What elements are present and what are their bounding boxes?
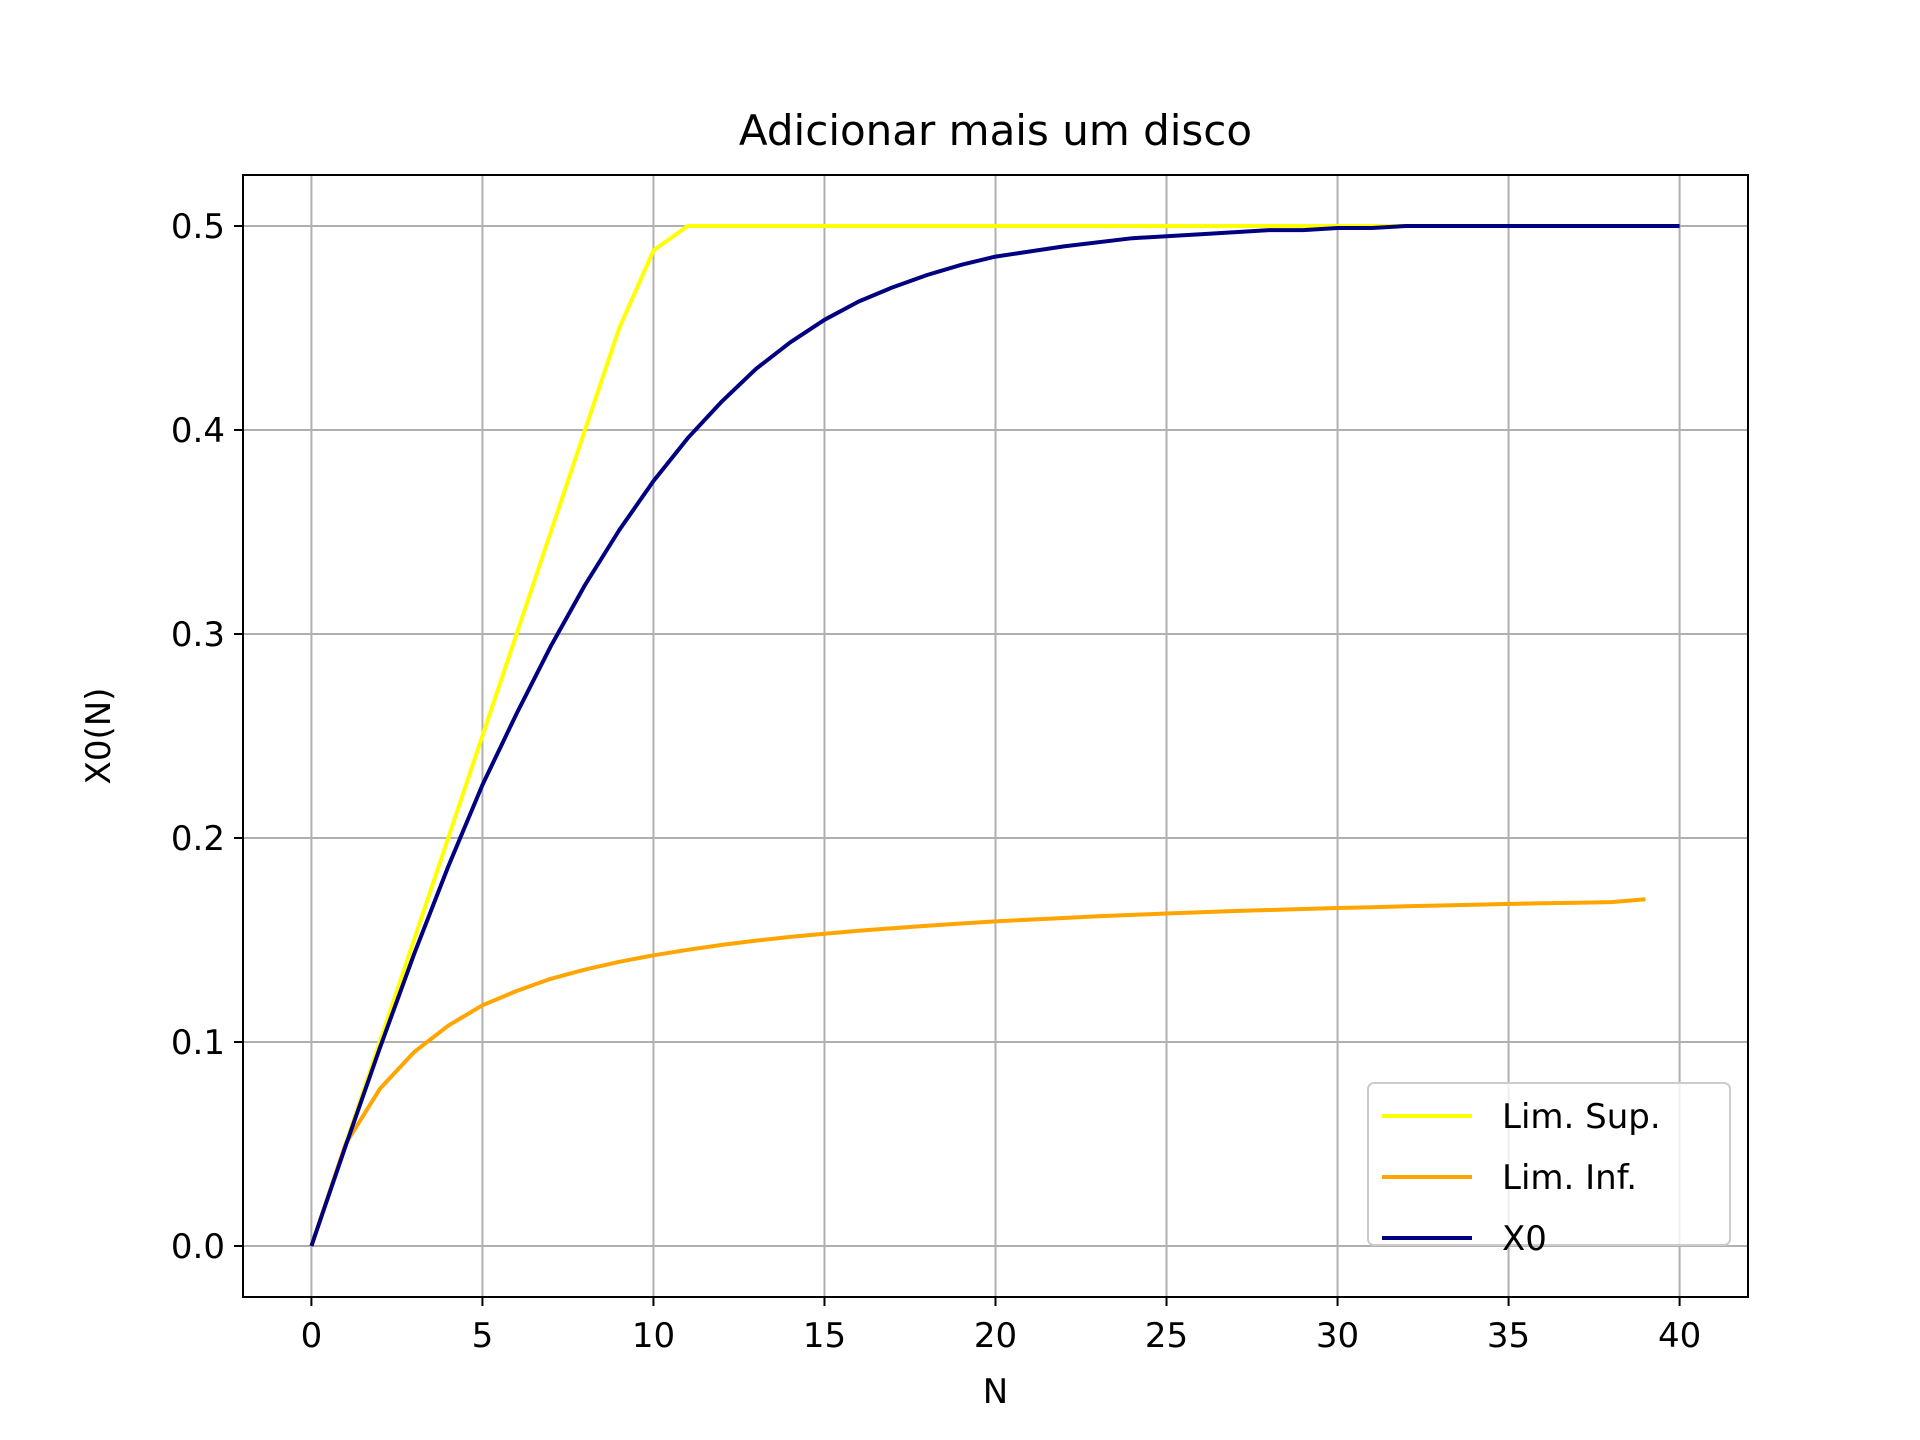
y-axis-label: X0(N) <box>79 688 119 785</box>
x-tick-label: 15 <box>803 1316 846 1356</box>
x-tick-label: 0 <box>301 1316 323 1356</box>
series-lines <box>309 224 1680 1247</box>
chart-title: Adicionar mais um disco <box>739 106 1252 155</box>
series-line-lim-sup <box>309 224 1680 1247</box>
legend-label: X0 <box>1502 1219 1547 1259</box>
axis-ticks: 0 5 10 15 20 25 30 35 40 0.0 0.1 0.2 0.3 0.4 0.5 <box>171 207 1701 1356</box>
legend-label: Lim. Inf. <box>1502 1158 1637 1198</box>
y-tick-label: 0.3 <box>171 615 225 655</box>
x-tick-label: 5 <box>472 1316 494 1356</box>
x-tick-label: 35 <box>1487 1316 1530 1356</box>
y-tick-label: 0.5 <box>171 207 225 247</box>
legend-label: Lim. Sup. <box>1502 1097 1661 1137</box>
x-tick-label: 30 <box>1316 1316 1359 1356</box>
series-line-x0 <box>309 224 1680 1247</box>
x-tick-label: 25 <box>1145 1316 1188 1356</box>
y-tick-label: 0.4 <box>171 411 225 451</box>
x-tick-label: 10 <box>632 1316 675 1356</box>
y-tick-label: 0.0 <box>171 1227 225 1267</box>
x-tick-label: 20 <box>974 1316 1017 1356</box>
legend: Lim. Sup. Lim. Inf. X0 <box>1367 1082 1731 1259</box>
y-tick-label: 0.1 <box>171 1023 225 1063</box>
y-tick-label: 0.2 <box>171 819 225 859</box>
legend-box <box>1367 1082 1731 1246</box>
x-tick-label: 40 <box>1658 1316 1701 1356</box>
series-line-lim-inf <box>309 897 1646 1247</box>
x-axis-label: N <box>983 1372 1008 1412</box>
